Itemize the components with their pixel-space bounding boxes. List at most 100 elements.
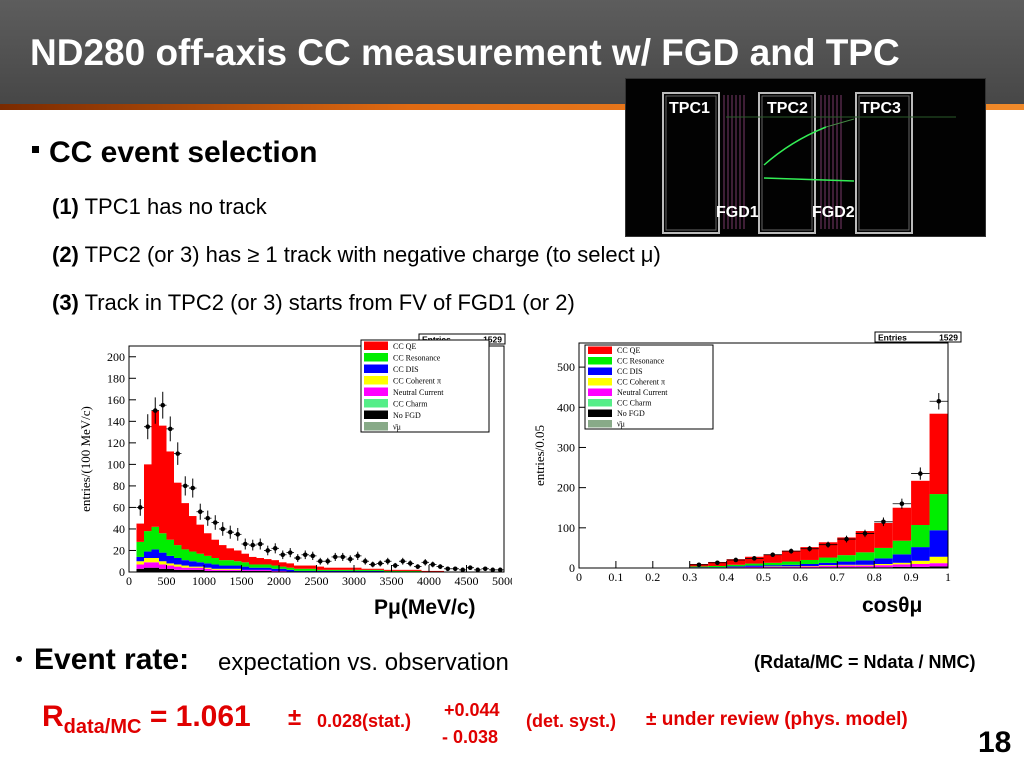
event-rate-heading: Event rate:	[34, 643, 190, 676]
histogram-bar	[204, 563, 212, 568]
histogram-bar	[181, 569, 189, 572]
x-tick-label: 0.8	[867, 570, 882, 584]
histogram-bar	[196, 524, 204, 554]
histogram-bar	[271, 565, 279, 569]
histogram-bar	[174, 569, 182, 572]
data-point	[250, 542, 256, 548]
x-tick-label: 0.1	[608, 570, 623, 584]
histogram-bar	[369, 569, 377, 571]
histogram-bar	[406, 569, 414, 571]
histogram-bar	[316, 566, 324, 570]
histogram-bar	[249, 569, 257, 571]
histogram-bar	[151, 526, 159, 550]
data-point	[212, 520, 218, 525]
histogram-bar	[818, 565, 838, 568]
legend-swatch	[364, 410, 388, 419]
selection-heading: CC event selection	[49, 136, 318, 169]
data-point	[242, 541, 248, 547]
histogram-bar	[837, 561, 856, 565]
data-point	[295, 555, 301, 561]
histogram-bar	[339, 567, 347, 570]
y-tick-label: 140	[107, 414, 125, 428]
histogram-bar	[136, 523, 144, 542]
syst-error-up: +0.044	[444, 700, 500, 720]
legend-label: CC DIS	[617, 367, 643, 376]
criterion-1: (1) TPC1 has no track	[52, 194, 267, 220]
histogram-bar	[234, 570, 242, 572]
data-point	[445, 566, 451, 572]
histogram-bar	[301, 570, 309, 572]
x-tick-label: 0.9	[904, 570, 919, 584]
histogram-bar	[256, 567, 264, 570]
legend-swatch	[588, 367, 612, 375]
histogram-bar	[249, 564, 257, 568]
histogram-bar	[256, 564, 264, 568]
x-tick-label: 1000	[192, 574, 216, 588]
histogram-bar	[181, 565, 189, 568]
histogram-bar	[301, 568, 309, 571]
data-point	[918, 471, 923, 476]
histogram-bar	[874, 563, 893, 566]
legend-label: CC QE	[617, 346, 640, 355]
legend-swatch	[588, 378, 612, 386]
histogram-bar	[369, 568, 377, 570]
histogram-bar	[376, 570, 384, 572]
histogram-bar	[189, 561, 197, 567]
histogram-bar	[929, 413, 948, 495]
histogram-bar	[294, 568, 302, 571]
data-point	[310, 553, 316, 559]
x-tick-label: 2500	[305, 574, 329, 588]
histogram-bar	[837, 564, 856, 566]
histogram-bar	[301, 565, 309, 569]
histogram-bar	[234, 568, 242, 570]
legend-label: CC Charm	[393, 400, 428, 409]
x-tick-label: 0.7	[830, 570, 845, 584]
data-point	[751, 556, 757, 561]
histogram-bar	[279, 568, 287, 571]
histogram-bar	[226, 565, 234, 569]
histogram-bar	[309, 570, 317, 572]
x-tick-label: 3500	[380, 574, 404, 588]
histogram-bar	[855, 531, 875, 553]
histogram-bar	[376, 568, 384, 570]
histogram-bar	[174, 564, 182, 567]
momentum-plot: 0 500 1000 1500 2000 2500 3000 3500 4000 4500 500 0…	[76, 332, 516, 594]
histogram-bar	[241, 569, 249, 571]
histogram-bar	[159, 533, 167, 553]
histogram-bar	[911, 547, 930, 561]
histogram-bar	[874, 558, 893, 564]
histogram-bar	[399, 570, 407, 572]
histogram-bar	[354, 567, 362, 570]
histogram-bar	[271, 560, 279, 566]
histogram-bar	[241, 553, 249, 563]
data-point	[272, 546, 278, 551]
histogram-bar	[324, 570, 332, 572]
x-tick-label: 0	[576, 570, 582, 584]
data-point	[407, 561, 413, 566]
legend-swatch	[588, 399, 612, 407]
histogram-bar	[159, 568, 167, 572]
histogram-bar	[391, 570, 399, 572]
histogram-bar	[226, 560, 234, 566]
histogram-bar	[874, 547, 893, 559]
data-point	[317, 558, 323, 564]
histogram-bar	[309, 568, 317, 571]
histogram-bar	[286, 563, 294, 568]
data-point	[733, 557, 739, 563]
data-point	[137, 505, 143, 510]
histogram-bar	[181, 560, 189, 566]
data-point	[467, 565, 473, 570]
y-tick-label: 300	[557, 440, 575, 454]
data-point	[475, 567, 481, 573]
histogram-bar	[189, 566, 197, 568]
histogram-bar	[726, 566, 746, 568]
histogram-bar	[726, 564, 746, 567]
x-tick-label: 2000	[267, 574, 291, 588]
histogram-bar	[196, 569, 204, 572]
histogram-bar	[361, 570, 369, 572]
histogram-bar	[745, 565, 764, 567]
legend-label: ν̄μ	[393, 423, 401, 432]
histogram-bar	[166, 451, 174, 540]
legend-swatch	[588, 346, 612, 354]
